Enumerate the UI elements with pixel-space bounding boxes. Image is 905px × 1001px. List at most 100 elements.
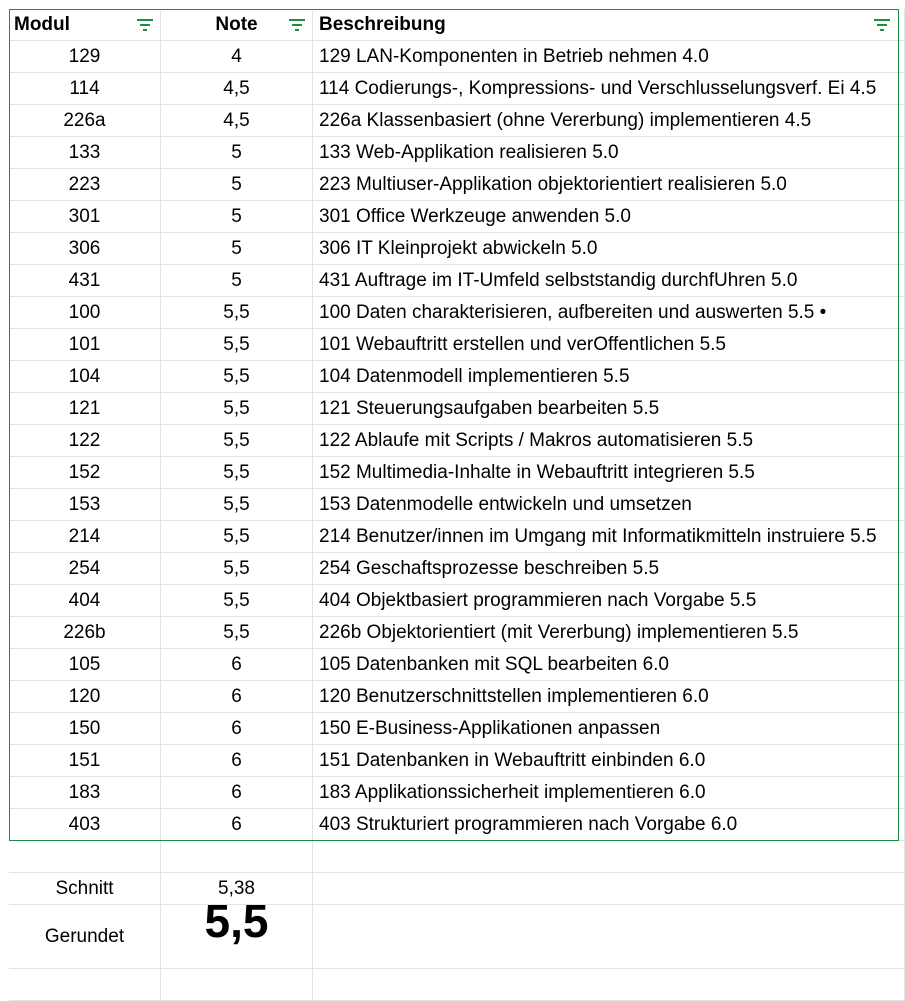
modul-cell[interactable]: 431: [9, 265, 161, 297]
beschreibung-cell[interactable]: 403 Strukturiert programmieren nach Vorg…: [313, 809, 905, 841]
table-row: 226b 5,5 226b Objektorientiert (mit Vererb…: [0, 617, 905, 649]
beschreibung-cell[interactable]: 101 Webauftritt erstellen und verOffentl…: [313, 329, 905, 361]
note-cell[interactable]: 5,5: [161, 489, 313, 521]
table-row: 226a 4,5 226a Klassenbasiert (ohne Vererbu…: [0, 105, 905, 137]
modul-cell[interactable]: 226a: [9, 105, 161, 137]
modul-cell[interactable]: 151: [9, 745, 161, 777]
modul-cell[interactable]: 122: [9, 425, 161, 457]
header-cell-beschreibung[interactable]: Beschreibung: [313, 9, 905, 41]
modul-cell[interactable]: 214: [9, 521, 161, 553]
modul-cell[interactable]: 152: [9, 457, 161, 489]
note-cell[interactable]: 6: [161, 745, 313, 777]
cell[interactable]: [313, 873, 905, 905]
beschreibung-cell[interactable]: 120 Benutzerschnittstellen implementiere…: [313, 681, 905, 713]
modul-cell[interactable]: 133: [9, 137, 161, 169]
note-cell[interactable]: 6: [161, 713, 313, 745]
beschreibung-cell[interactable]: 122 Ablaufe mit Scripts / Makros automat…: [313, 425, 905, 457]
header-row: Modul Note Beschreibung: [0, 9, 905, 41]
gerundet-label[interactable]: Gerundet: [9, 905, 161, 969]
modul-cell[interactable]: 100: [9, 297, 161, 329]
beschreibung-cell[interactable]: 153 Datenmodelle entwickeln und umsetzen: [313, 489, 905, 521]
cell[interactable]: [161, 841, 313, 873]
table-row: 101 5,5 101 Webauftritt erstellen und verO…: [0, 329, 905, 361]
filter-icon[interactable]: [874, 18, 890, 32]
note-cell[interactable]: 6: [161, 809, 313, 841]
schnitt-value[interactable]: 5,38: [161, 873, 313, 905]
beschreibung-cell[interactable]: 152 Multimedia-Inhalte in Webauftritt in…: [313, 457, 905, 489]
modul-cell[interactable]: 150: [9, 713, 161, 745]
beschreibung-cell[interactable]: 226a Klassenbasiert (ohne Vererbung) imp…: [313, 105, 905, 137]
modul-cell[interactable]: 183: [9, 777, 161, 809]
note-cell[interactable]: 5: [161, 233, 313, 265]
modul-cell[interactable]: 105: [9, 649, 161, 681]
note-cell[interactable]: 5,5: [161, 297, 313, 329]
header-cell-modul[interactable]: Modul: [9, 9, 161, 41]
cell[interactable]: [313, 905, 905, 969]
modul-cell[interactable]: 104: [9, 361, 161, 393]
beschreibung-cell[interactable]: 404 Objektbasiert programmieren nach Vor…: [313, 585, 905, 617]
note-cell[interactable]: 4: [161, 41, 313, 73]
note-cell[interactable]: 5,5: [161, 617, 313, 649]
beschreibung-cell[interactable]: 150 E-Business-Applikationen anpassen: [313, 713, 905, 745]
filter-icon[interactable]: [289, 18, 305, 32]
beschreibung-cell[interactable]: 226b Objektorientiert (mit Vererbung) im…: [313, 617, 905, 649]
beschreibung-cell[interactable]: 254 Geschaftsprozesse beschreiben 5.5: [313, 553, 905, 585]
note-cell[interactable]: 4,5: [161, 105, 313, 137]
beschreibung-cell[interactable]: 183 Applikationssicherheit implementiere…: [313, 777, 905, 809]
note-cell[interactable]: 5,5: [161, 585, 313, 617]
modul-cell[interactable]: 306: [9, 233, 161, 265]
cell[interactable]: [313, 841, 905, 873]
note-cell[interactable]: 5,5: [161, 457, 313, 489]
note-cell[interactable]: 6: [161, 681, 313, 713]
note-cell[interactable]: 5: [161, 265, 313, 297]
modul-cell[interactable]: 254: [9, 553, 161, 585]
modul-cell[interactable]: 301: [9, 201, 161, 233]
table-row: 100 5,5 100 Daten charakterisieren, aufber…: [0, 297, 905, 329]
beschreibung-cell[interactable]: 223 Multiuser-Applikation objektorientie…: [313, 169, 905, 201]
note-cell[interactable]: 5,5: [161, 553, 313, 585]
modul-cell[interactable]: 120: [9, 681, 161, 713]
note-cell[interactable]: 6: [161, 649, 313, 681]
table-row: 121 5,5 121 Steuerungsaufgaben bearbeiten …: [0, 393, 905, 425]
note-cell[interactable]: 6: [161, 777, 313, 809]
gerundet-value[interactable]: 5,5: [161, 905, 313, 969]
cell[interactable]: [313, 969, 905, 1001]
note-cell[interactable]: 5,5: [161, 425, 313, 457]
beschreibung-cell[interactable]: 133 Web-Applikation realisieren 5.0: [313, 137, 905, 169]
modul-cell[interactable]: 226b: [9, 617, 161, 649]
cell[interactable]: [161, 969, 313, 1001]
beschreibung-cell[interactable]: 431 Auftrage im IT-Umfeld selbststandig …: [313, 265, 905, 297]
beschreibung-cell[interactable]: 214 Benutzer/innen im Umgang mit Informa…: [313, 521, 905, 553]
cell[interactable]: [9, 841, 161, 873]
modul-cell[interactable]: 101: [9, 329, 161, 361]
table-row: 105 6 105 Datenbanken mit SQL bearbeiten 6…: [0, 649, 905, 681]
beschreibung-cell[interactable]: 100 Daten charakterisieren, aufbereiten …: [313, 297, 905, 329]
modul-cell[interactable]: 129: [9, 41, 161, 73]
modul-cell[interactable]: 403: [9, 809, 161, 841]
beschreibung-cell[interactable]: 151 Datenbanken in Webauftritt einbinden…: [313, 745, 905, 777]
modul-cell[interactable]: 121: [9, 393, 161, 425]
note-cell[interactable]: 5,5: [161, 521, 313, 553]
beschreibung-cell[interactable]: 129 LAN-Komponenten in Betrieb nehmen 4.…: [313, 41, 905, 73]
modul-cell[interactable]: 114: [9, 73, 161, 105]
beschreibung-cell[interactable]: 306 IT Kleinprojekt abwickeln 5.0: [313, 233, 905, 265]
header-cell-note[interactable]: Note: [161, 9, 313, 41]
schnitt-label[interactable]: Schnitt: [9, 873, 161, 905]
modul-cell[interactable]: 153: [9, 489, 161, 521]
note-cell[interactable]: 4,5: [161, 73, 313, 105]
note-cell[interactable]: 5,5: [161, 361, 313, 393]
note-cell[interactable]: 5,5: [161, 329, 313, 361]
beschreibung-cell[interactable]: 105 Datenbanken mit SQL bearbeiten 6.0: [313, 649, 905, 681]
modul-cell[interactable]: 223: [9, 169, 161, 201]
note-cell[interactable]: 5: [161, 137, 313, 169]
beschreibung-cell[interactable]: 121 Steuerungsaufgaben bearbeiten 5.5: [313, 393, 905, 425]
filter-icon[interactable]: [137, 18, 153, 32]
note-cell[interactable]: 5: [161, 201, 313, 233]
beschreibung-cell[interactable]: 114 Codierungs-, Kompressions- und Versc…: [313, 73, 905, 105]
beschreibung-cell[interactable]: 301 Office Werkzeuge anwenden 5.0: [313, 201, 905, 233]
modul-cell[interactable]: 404: [9, 585, 161, 617]
note-cell[interactable]: 5,5: [161, 393, 313, 425]
beschreibung-cell[interactable]: 104 Datenmodell implementieren 5.5: [313, 361, 905, 393]
note-cell[interactable]: 5: [161, 169, 313, 201]
cell[interactable]: [9, 969, 161, 1001]
